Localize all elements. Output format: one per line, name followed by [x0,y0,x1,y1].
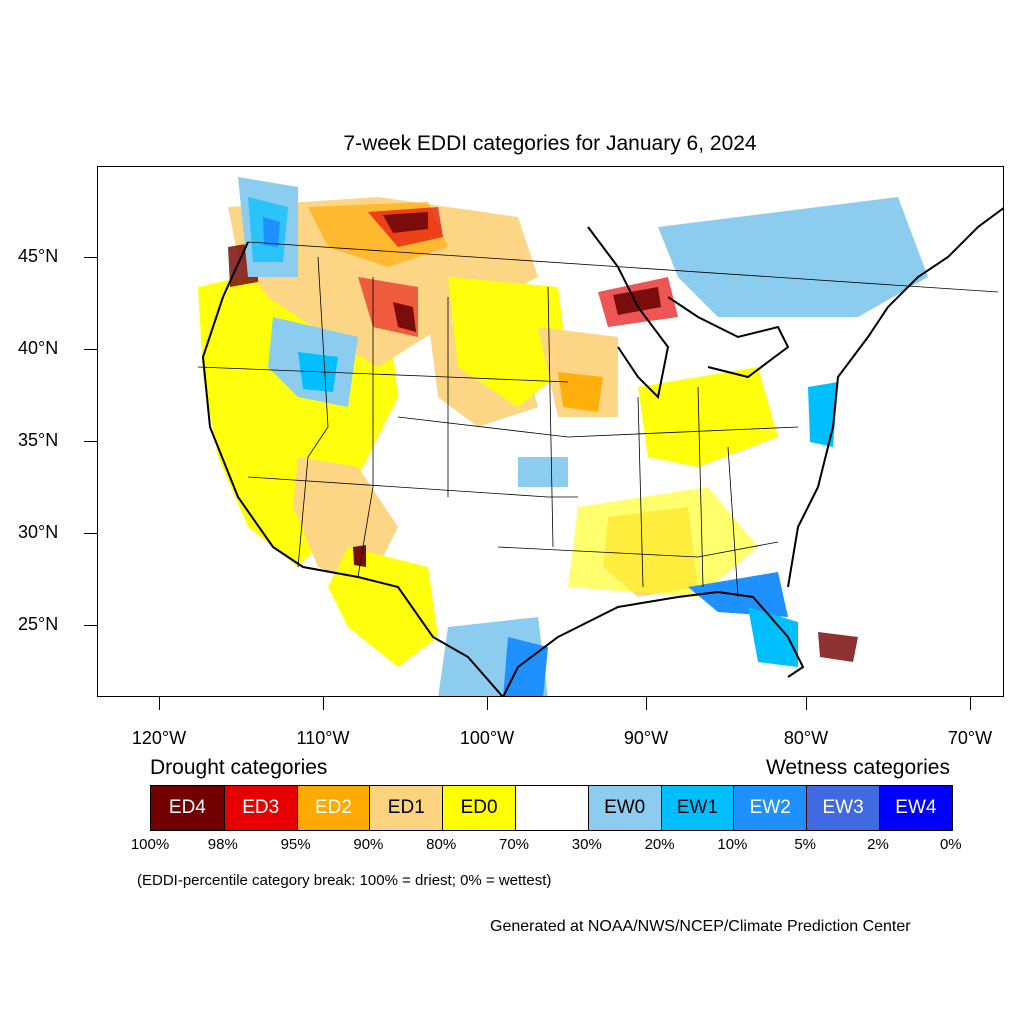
legend-swatch: ED2 [296,786,370,830]
lat-label: 30°N [18,522,59,542]
legend-swatch: ED3 [223,786,297,830]
lon-tick-110 [323,697,324,710]
credit-line: Generated at NOAA/NWS/NCEP/Climate Predi… [490,918,911,935]
percentile-break-label: 90% [353,836,384,853]
legend-swatch: EW4 [878,786,952,830]
legend-swatch [514,786,588,830]
wetness-categories-heading: Wetness categories [765,756,950,779]
ed0-ohio-valley [638,367,778,467]
category-legend-bar: ED4 ED3 ED2 ED1 ED0 EW0 EW1 EW2 EW3 EW4 [150,785,953,831]
lon-label: 120°W [131,728,187,748]
percentile-break-label: 80% [426,836,457,853]
lat-tick-40 [84,349,97,350]
eddi-map [197,177,1003,696]
coastline-outline [201,207,1003,696]
lat-label: 35°N [18,430,59,450]
ew2-texas-gulf [503,637,548,696]
ed4-new-mexico [353,545,366,567]
percentile-break-label: 20% [644,836,675,853]
ew2-pacific-nw [263,217,280,247]
legend-swatch: EW2 [733,786,807,830]
lon-label: 100°W [459,728,515,748]
lon-tick-100 [487,697,488,710]
ed4-montana [383,212,428,233]
ew1-mid-atlantic [808,382,838,447]
percentile-break-label: 98% [207,836,238,853]
percentile-break-label: 30% [571,836,602,853]
percentile-break-label: 0% [939,836,962,853]
lon-tick-120 [159,697,160,710]
percentile-break-label: 2% [867,836,889,853]
map-title: 7-week EDDI categories for January 6, 20… [343,132,757,155]
ew1-florida [748,607,798,667]
category-break-note: (EDDI-percentile category break: 100% = … [137,872,552,889]
lon-label: 70°W [947,728,993,748]
lat-label: 25°N [18,614,59,634]
legend-swatch: ED0 [442,786,515,830]
drought-shading [198,197,858,667]
lon-tick-80 [806,697,807,710]
legend-swatch: EW0 [587,786,661,830]
lon-label: 80°W [783,728,829,748]
ew0-northeast [658,197,928,317]
lat-tick-35 [84,441,97,442]
legend-swatch: ED4 [151,786,224,830]
percentile-break-label: 70% [498,836,530,853]
drought-categories-heading: Drought categories [150,756,328,779]
legend-swatch: ED1 [369,786,443,830]
percentile-break-label: 10% [717,836,748,853]
ed4-bahamas [818,632,858,662]
lat-label: 45°N [18,246,59,266]
ed4-wyoming [393,302,416,332]
ed0-plains [448,277,568,407]
ed0-southeast [568,487,758,597]
state-boundaries [197,241,999,598]
ed4-great-lakes [613,287,661,315]
lat-tick-30 [84,533,97,534]
lat-label: 40°N [18,338,59,358]
lon-label: 90°W [623,728,669,748]
percentile-break-label: 5% [794,836,817,853]
lat-tick-25 [84,625,97,626]
ed2-midwest [558,372,603,412]
lon-tick-90 [646,697,647,710]
percentile-break-label: 95% [280,836,311,853]
lon-tick-70 [970,697,971,710]
ew0-southern-plains [518,457,568,487]
legend-swatch: EW1 [660,786,734,830]
lat-tick-45 [84,257,97,258]
lon-label: 110°W [296,728,350,748]
map-panel [97,166,1004,697]
percentile-break-label: 100% [130,836,170,853]
legend-swatch: EW3 [806,786,879,830]
